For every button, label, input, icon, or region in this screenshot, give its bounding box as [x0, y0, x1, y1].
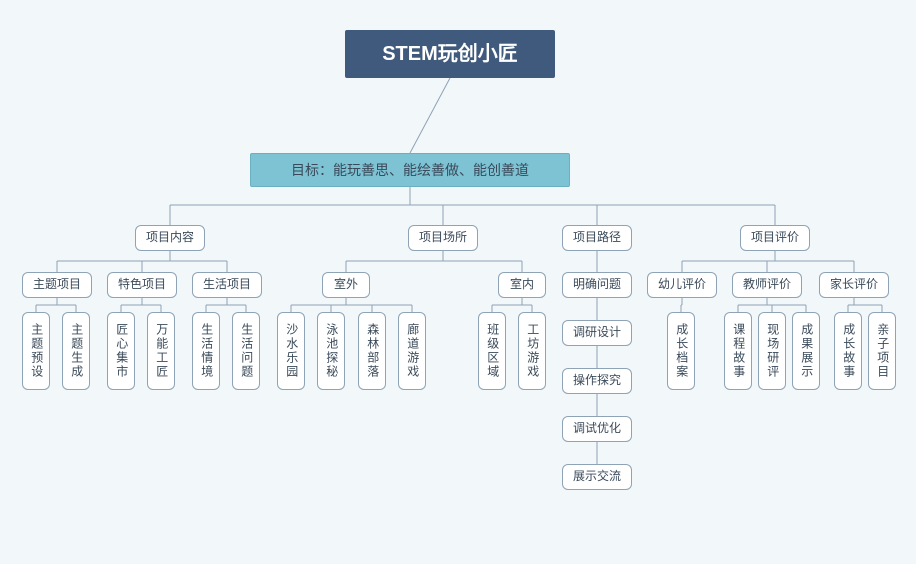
node-place: 项目场所	[408, 225, 478, 251]
node-life: 生活项目	[192, 272, 262, 298]
node-成果展示: 成果展示	[792, 312, 820, 390]
node-clarify: 明确问题	[562, 272, 632, 298]
node-森林部落: 森林部落	[358, 312, 386, 390]
node-亲子项目: 亲子项目	[868, 312, 896, 390]
node-工坊游戏: 工坊游戏	[518, 312, 546, 390]
node-沙水乐园: 沙水乐园	[277, 312, 305, 390]
node-操作探究: 操作探究	[562, 368, 632, 394]
node-teacher: 教师评价	[732, 272, 802, 298]
node-feature: 特色项目	[107, 272, 177, 298]
node-theme: 主题项目	[22, 272, 92, 298]
node-evaluate: 项目评价	[740, 225, 810, 251]
node-调试优化: 调试优化	[562, 416, 632, 442]
node-目标：能玩善思、能绘善做、能创善道: 目标：能玩善思、能绘善做、能创善道	[250, 153, 570, 187]
node-万能工匠: 万能工匠	[147, 312, 175, 390]
node-主题生成: 主题生成	[62, 312, 90, 390]
node-生活情境: 生活情境	[192, 312, 220, 390]
node-课程故事: 课程故事	[724, 312, 752, 390]
node-path: 项目路径	[562, 225, 632, 251]
node-匠心集市: 匠心集市	[107, 312, 135, 390]
node-班级区域: 班级区域	[478, 312, 506, 390]
node-成长档案: 成长档案	[667, 312, 695, 390]
node-现场研评: 现场研评	[758, 312, 786, 390]
node-展示交流: 展示交流	[562, 464, 632, 490]
node-STEM玩创小匠: STEM玩创小匠	[345, 30, 555, 78]
node-调研设计: 调研设计	[562, 320, 632, 346]
node-child: 幼儿评价	[647, 272, 717, 298]
node-indoor: 室内	[498, 272, 546, 298]
node-parent: 家长评价	[819, 272, 889, 298]
node-content: 项目内容	[135, 225, 205, 251]
node-outdoor: 室外	[322, 272, 370, 298]
node-泳池探秘: 泳池探秘	[317, 312, 345, 390]
node-生活问题: 生活问题	[232, 312, 260, 390]
node-廊道游戏: 廊道游戏	[398, 312, 426, 390]
node-主题预设: 主题预设	[22, 312, 50, 390]
node-成长故事: 成长故事	[834, 312, 862, 390]
